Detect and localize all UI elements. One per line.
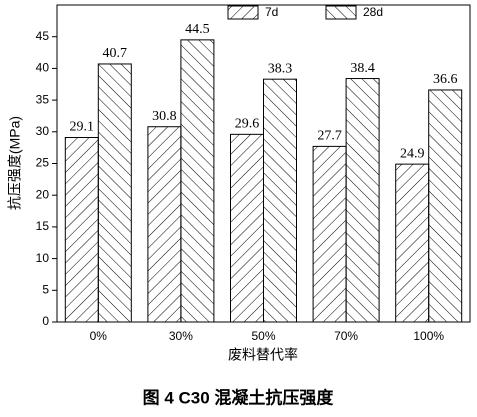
value-label: 38.3	[268, 61, 293, 76]
bar	[230, 133, 264, 323]
y-tick-label: 5	[42, 282, 49, 296]
value-label: 38.4	[350, 61, 375, 76]
y-tick-label: 0	[42, 314, 49, 328]
x-tick-label: 30%	[169, 329, 193, 343]
chart-title: 图 4 C30 混凝土抗压强度	[143, 387, 335, 407]
bar	[312, 145, 347, 323]
x-tick-label: 0%	[90, 329, 108, 343]
value-label: 29.1	[70, 120, 95, 135]
legend-label: 28d	[363, 5, 383, 19]
y-tick-label: 20	[36, 187, 50, 201]
bar	[180, 39, 215, 323]
bar	[428, 89, 463, 323]
bar	[64, 137, 99, 323]
value-label: 29.6	[235, 117, 260, 132]
legend-swatch	[325, 5, 357, 20]
x-tick-label: 50%	[251, 329, 275, 343]
x-tick-label: 70%	[334, 329, 358, 343]
y-tick-label: 30	[36, 124, 50, 138]
value-label: 30.8	[152, 109, 177, 124]
bar	[395, 163, 430, 323]
bar	[263, 78, 297, 323]
value-label: 27.7	[317, 129, 342, 144]
legend-swatch	[227, 5, 259, 20]
value-label: 40.7	[103, 46, 128, 61]
y-axis-label: 抗压强度(MPa)	[7, 116, 23, 210]
x-tick-label: 100%	[413, 329, 444, 343]
bar	[345, 78, 380, 323]
bar	[147, 126, 182, 323]
legend-label: 7d	[265, 5, 278, 19]
y-tick-label: 45	[36, 29, 50, 43]
y-tick-label: 40	[36, 61, 50, 75]
value-label: 24.9	[400, 146, 425, 161]
x-axis-label: 废料替代率	[228, 347, 298, 363]
value-label: 44.5	[185, 22, 210, 37]
value-label: 36.6	[433, 72, 458, 87]
bar	[97, 63, 132, 323]
y-tick-label: 25	[36, 156, 50, 170]
y-tick-label: 15	[36, 219, 50, 233]
y-tick-label: 10	[36, 251, 50, 265]
y-tick-label: 35	[36, 92, 50, 106]
